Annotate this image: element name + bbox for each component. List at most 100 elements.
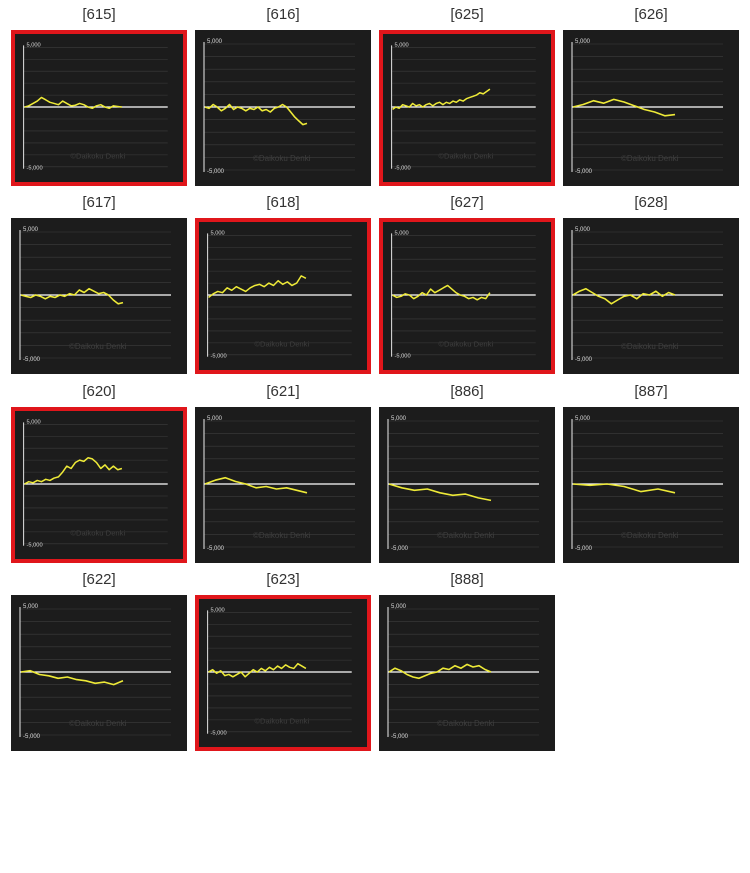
machine-number-label: [625] xyxy=(450,6,484,23)
y-tick-label: -5,000 xyxy=(26,166,42,172)
y-tick-label: -5,000 xyxy=(391,546,409,552)
machine-number-label: [620] xyxy=(82,383,116,400)
slump-graph: 5,000 -5,000 ©Daikoku Denki xyxy=(19,227,171,363)
y-tick-label: 5,000 xyxy=(394,230,408,236)
watermark-text: ©Daikoku Denki xyxy=(621,342,679,351)
y-tick-label: 5,000 xyxy=(26,42,40,48)
highlighted-graph-panel: 5,000 -5,000 ©Daikoku Denki xyxy=(379,30,555,186)
machine-number-label: [622] xyxy=(82,571,116,588)
watermark-text: ©Daikoku Denki xyxy=(254,716,309,725)
graph-panel: 5,000 -5,000 ©Daikoku Denki xyxy=(379,407,555,563)
y-tick-label: -5,000 xyxy=(575,357,593,363)
machine-number-label: [628] xyxy=(634,194,668,211)
graph-cell: [620] 5,000 -5,000 ©Daikoku Denki xyxy=(11,381,187,565)
series-line xyxy=(392,284,491,301)
machine-number-label: [623] xyxy=(266,571,300,588)
watermark-text: ©Daikoku Denki xyxy=(69,342,127,351)
y-tick-label: -5,000 xyxy=(23,357,41,363)
watermark-text: ©Daikoku Denki xyxy=(437,531,495,540)
graph-panel: 5,000 -5,000 ©Daikoku Denki xyxy=(563,30,739,186)
watermark-text: ©Daikoku Denki xyxy=(70,528,125,537)
series-line xyxy=(388,483,492,502)
y-tick-label: 5,000 xyxy=(210,230,224,236)
machine-number-label: [615] xyxy=(82,6,116,23)
highlighted-graph-panel: 5,000 -5,000 ©Daikoku Denki xyxy=(195,595,371,751)
machine-number-label: [627] xyxy=(450,194,484,211)
graph-cell: [618] 5,000 -5,000 ©Daikoku Denki xyxy=(195,192,371,376)
y-tick-label: 5,000 xyxy=(210,607,224,613)
series-line xyxy=(24,457,123,485)
slump-graph: 5,000 -5,000 ©Daikoku Denki xyxy=(23,42,168,172)
series-line xyxy=(204,476,308,494)
y-tick-label: 5,000 xyxy=(391,604,407,610)
y-tick-label: -5,000 xyxy=(210,731,226,737)
y-tick-label: 5,000 xyxy=(207,416,223,422)
y-tick-label: 5,000 xyxy=(207,39,223,45)
watermark-text: ©Daikoku Denki xyxy=(621,531,679,540)
y-tick-label: 5,000 xyxy=(575,227,591,233)
y-tick-label: 5,000 xyxy=(391,416,407,422)
slump-graph: 5,000 -5,000 ©Daikoku Denki xyxy=(203,39,355,175)
graph-panel: 5,000 -5,000 ©Daikoku Denki xyxy=(195,30,371,186)
series-line xyxy=(572,483,676,494)
y-tick-label: -5,000 xyxy=(207,546,225,552)
machine-number-label: [626] xyxy=(634,6,668,23)
graph-panel: 5,000 -5,000 ©Daikoku Denki xyxy=(11,595,187,751)
y-tick-label: -5,000 xyxy=(394,354,410,360)
slump-graph: 5,000 -5,000 ©Daikoku Denki xyxy=(391,230,536,360)
slump-graph: 5,000 -5,000 ©Daikoku Denki xyxy=(387,416,539,552)
series-line xyxy=(572,287,676,305)
highlighted-graph-panel: 5,000 -5,000 ©Daikoku Denki xyxy=(195,218,371,374)
slump-graph: 5,000 -5,000 ©Daikoku Denki xyxy=(387,604,539,740)
series-line xyxy=(208,662,307,678)
slump-graph: 5,000 -5,000 ©Daikoku Denki xyxy=(391,42,536,172)
machine-number-label: [618] xyxy=(266,194,300,211)
watermark-text: ©Daikoku Denki xyxy=(437,719,495,728)
graph-cell: [887] 5,000 -5,000 ©Daikoku Denki xyxy=(563,381,739,565)
machine-number-label: [616] xyxy=(266,6,300,23)
machine-number-label: [617] xyxy=(82,194,116,211)
graph-panel: 5,000 -5,000 ©Daikoku Denki xyxy=(379,595,555,751)
graph-cell: [616] 5,000 -5,000 ©Daikoku Denki xyxy=(195,4,371,188)
graph-cell: [888] 5,000 -5,000 ©Daikoku Denki xyxy=(379,569,555,753)
watermark-text: ©Daikoku Denki xyxy=(69,719,127,728)
graph-panel: 5,000 -5,000 ©Daikoku Denki xyxy=(563,218,739,374)
y-tick-label: 5,000 xyxy=(23,604,39,610)
slump-graph: 5,000 -5,000 ©Daikoku Denki xyxy=(203,416,355,552)
watermark-text: ©Daikoku Denki xyxy=(254,339,309,348)
machine-number-label: [621] xyxy=(266,383,300,400)
watermark-text: ©Daikoku Denki xyxy=(438,151,493,160)
series-line xyxy=(392,88,491,111)
slump-graph: 5,000 -5,000 ©Daikoku Denki xyxy=(207,230,352,360)
y-tick-label: 5,000 xyxy=(26,419,40,425)
graph-cell: [886] 5,000 -5,000 ©Daikoku Denki xyxy=(379,381,555,565)
y-tick-label: -5,000 xyxy=(207,169,225,175)
graph-cell: [622] 5,000 -5,000 ©Daikoku Denki xyxy=(11,569,187,753)
series-line xyxy=(20,669,124,686)
series-line xyxy=(208,275,307,299)
y-tick-label: 5,000 xyxy=(575,39,591,45)
slump-graph: 5,000 -5,000 ©Daikoku Denki xyxy=(571,416,723,552)
y-tick-label: -5,000 xyxy=(26,543,42,549)
slump-graph: 5,000 -5,000 ©Daikoku Denki xyxy=(571,39,723,175)
machine-number-label: [888] xyxy=(450,571,484,588)
y-tick-label: -5,000 xyxy=(575,169,593,175)
series-line xyxy=(388,663,492,680)
watermark-text: ©Daikoku Denki xyxy=(438,339,493,348)
machine-number-label: [887] xyxy=(634,383,668,400)
graph-panel: 5,000 -5,000 ©Daikoku Denki xyxy=(563,407,739,563)
slump-graph: 5,000 -5,000 ©Daikoku Denki xyxy=(19,604,171,740)
watermark-text: ©Daikoku Denki xyxy=(253,154,311,163)
series-line xyxy=(204,103,308,126)
graph-cell: [615] 5,000 -5,000 ©Daikoku Denki xyxy=(11,4,187,188)
slump-graph: 5,000 -5,000 ©Daikoku Denki xyxy=(207,607,352,737)
graph-panel: 5,000 -5,000 ©Daikoku Denki xyxy=(11,218,187,374)
y-tick-label: 5,000 xyxy=(23,227,39,233)
y-tick-label: -5,000 xyxy=(394,166,410,172)
graph-cell: [627] 5,000 -5,000 ©Daikoku Denki xyxy=(379,192,555,376)
machine-number-label: [886] xyxy=(450,383,484,400)
series-line xyxy=(24,96,123,110)
graph-cell: [621] 5,000 -5,000 ©Daikoku Denki xyxy=(195,381,371,565)
watermark-text: ©Daikoku Denki xyxy=(70,151,125,160)
